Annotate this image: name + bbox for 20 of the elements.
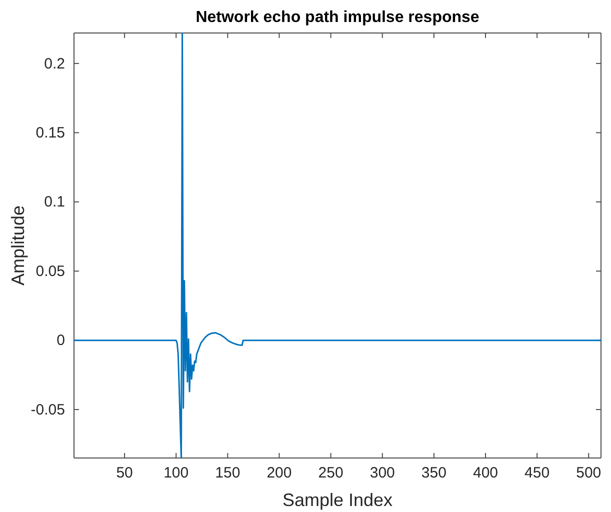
x-tick-label: 250	[318, 464, 344, 482]
y-tick-label: 0	[56, 332, 65, 350]
x-tick-label: 400	[472, 464, 498, 482]
x-tick-label: 450	[524, 464, 550, 482]
y-tick-label: -0.05	[30, 401, 65, 418]
x-axis-title: Sample Index	[282, 490, 393, 510]
y-axis-title: Amplitude	[8, 205, 28, 286]
y-tick-label: 0.05	[36, 262, 65, 280]
chart-title: Network echo path impulse response	[196, 9, 480, 26]
x-tick-label: 300	[370, 464, 395, 482]
y-tick-label: 0.15	[36, 124, 65, 142]
line-series	[74, 33, 601, 458]
x-tick-label: 50	[116, 464, 133, 482]
x-tick-label: 200	[266, 464, 292, 482]
y-tick-label: 0.2	[44, 55, 65, 72]
x-tick-label: 100	[164, 464, 189, 482]
y-tick-label: 0.1	[44, 194, 65, 211]
x-tick-label: 150	[215, 464, 240, 482]
x-tick-label: 350	[421, 464, 446, 482]
x-tick-label: 500	[576, 464, 602, 482]
